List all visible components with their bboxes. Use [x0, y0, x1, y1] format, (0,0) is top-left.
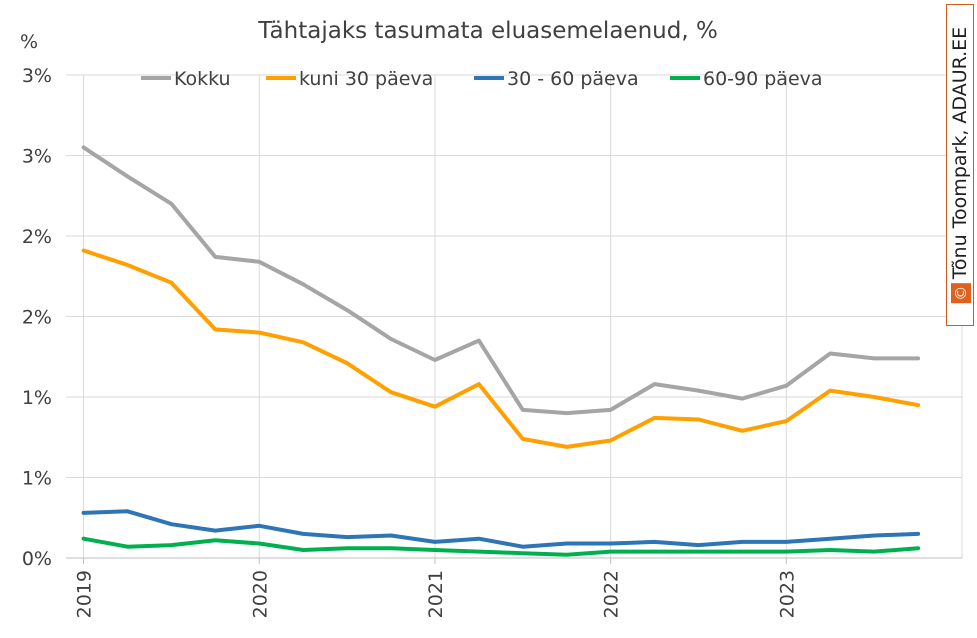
x-tick-label: 2019	[74, 570, 96, 618]
y-axis-ticks: 3% 3% 2% 2% 1% 1% 0%	[22, 65, 52, 570]
y-tick-label: 3%	[22, 146, 52, 168]
copyright-watermark: © Tõnu Toompark, ADAUR.EE	[946, 4, 974, 326]
legend-label: 30 - 60 päeva	[507, 68, 639, 90]
series-line-60-90-p-eva	[81, 536, 921, 557]
series-line-kokku	[81, 145, 921, 416]
copyright-label: © Tõnu Toompark, ADAUR.EE	[949, 26, 971, 304]
y-tick-label: 1%	[22, 387, 52, 409]
legend: Kokku kuni 30 päeva 30 - 60 päeva 60-90 päe…	[141, 68, 823, 90]
y-tick-label: 3%	[22, 65, 52, 87]
chart-title: Tähtajaks tasumata eluasemelaenud, %	[257, 18, 718, 44]
series-lines	[81, 145, 921, 557]
series-line-kuni-30-p-eva	[81, 248, 921, 449]
x-tick-label: 2023	[776, 570, 798, 618]
y-tick-label: 1%	[22, 468, 52, 490]
copyright-icon: ©	[950, 283, 971, 304]
legend-label: 60-90 päeva	[703, 68, 823, 90]
copyright-text: Tõnu Toompark, ADAUR.EE	[949, 26, 971, 280]
y-tick-label: 0%	[22, 548, 52, 570]
y-tick-label: 2%	[22, 226, 52, 248]
y-tick-label: 2%	[22, 307, 52, 329]
x-tick-label: 2022	[601, 570, 623, 618]
series-line-30-60-p-eva	[81, 509, 921, 549]
x-tick-label: 2020	[249, 570, 271, 618]
grid-lines	[66, 74, 963, 564]
legend-label: Kokku	[174, 68, 231, 90]
x-axis-ticks: 2019 2020 2021 2022 2023	[74, 570, 799, 618]
legend-label: kuni 30 päeva	[299, 68, 433, 90]
y-axis-label: %	[20, 31, 38, 53]
x-tick-label: 2021	[425, 570, 447, 618]
